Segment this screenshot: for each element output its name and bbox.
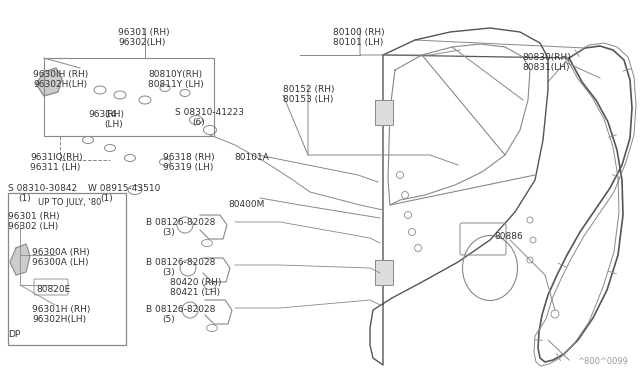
Text: 96302H(LH): 96302H(LH) — [33, 80, 87, 89]
Text: (1): (1) — [100, 194, 113, 203]
Text: 80421 (LH): 80421 (LH) — [170, 288, 220, 297]
Text: 96318 (RH): 96318 (RH) — [163, 153, 214, 162]
Text: 96302H(LH): 96302H(LH) — [32, 315, 86, 324]
Text: 80811Y (LH): 80811Y (LH) — [148, 80, 204, 89]
Text: 9630lH (RH): 9630lH (RH) — [33, 70, 88, 79]
Text: UP TO JULY, '80: UP TO JULY, '80 — [38, 198, 101, 207]
Polygon shape — [36, 68, 62, 96]
Text: (6): (6) — [192, 118, 205, 127]
Text: 80400M: 80400M — [228, 200, 264, 209]
Text: 80830(RH): 80830(RH) — [522, 53, 571, 62]
Text: (3): (3) — [162, 268, 175, 277]
Text: B 08126-82028: B 08126-82028 — [146, 305, 216, 314]
Text: 96302(LH): 96302(LH) — [118, 38, 165, 47]
Text: 96311 (LH): 96311 (LH) — [30, 163, 81, 172]
Bar — [375, 260, 393, 285]
Text: 80810Y(RH): 80810Y(RH) — [148, 70, 202, 79]
Text: S 08310-41223: S 08310-41223 — [175, 108, 244, 117]
Text: (5): (5) — [162, 315, 175, 324]
Text: (1): (1) — [18, 194, 31, 203]
Text: 9631lQ(RH): 9631lQ(RH) — [30, 153, 83, 162]
Text: 96314: 96314 — [88, 110, 116, 119]
Text: 80820E: 80820E — [36, 285, 70, 294]
Text: ^800^0099: ^800^0099 — [577, 357, 628, 366]
Text: 96301H (RH): 96301H (RH) — [32, 305, 90, 314]
Text: 80831(LH): 80831(LH) — [522, 63, 570, 72]
Text: 96301 (RH): 96301 (RH) — [8, 212, 60, 221]
Text: (3): (3) — [162, 228, 175, 237]
Text: W 08915-43510: W 08915-43510 — [88, 184, 161, 193]
Text: 80152 (RH): 80152 (RH) — [283, 85, 335, 94]
Text: B 08126-82028: B 08126-82028 — [146, 218, 216, 227]
Polygon shape — [10, 244, 30, 275]
Text: 96319 (LH): 96319 (LH) — [163, 163, 213, 172]
Text: 80886: 80886 — [494, 232, 523, 241]
Text: 96302 (LH): 96302 (LH) — [8, 222, 58, 231]
Text: B 08126-82028: B 08126-82028 — [146, 258, 216, 267]
Text: 96301 (RH): 96301 (RH) — [118, 28, 170, 37]
Text: 96300A (RH): 96300A (RH) — [32, 248, 90, 257]
Text: 80101 (LH): 80101 (LH) — [333, 38, 383, 47]
Text: 80101A: 80101A — [234, 153, 269, 162]
Text: DP: DP — [8, 330, 20, 339]
Text: 80100 (RH): 80100 (RH) — [333, 28, 385, 37]
Text: (RH): (RH) — [104, 110, 124, 119]
Text: (LH): (LH) — [104, 120, 123, 129]
Bar — [44, 58, 214, 136]
Text: 80420 (RH): 80420 (RH) — [170, 278, 221, 287]
Text: S 08310-30842: S 08310-30842 — [8, 184, 77, 193]
Text: 80153 (LH): 80153 (LH) — [283, 95, 333, 104]
Bar — [8, 193, 126, 345]
Bar — [375, 100, 393, 125]
Text: 96300A (LH): 96300A (LH) — [32, 258, 88, 267]
